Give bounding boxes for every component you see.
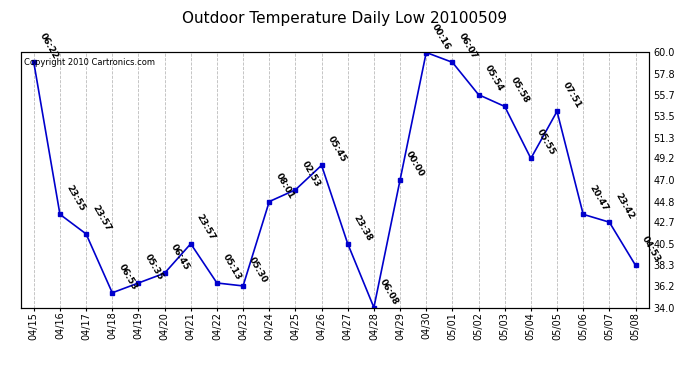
Text: 00:00: 00:00	[404, 150, 426, 178]
Text: 06:08: 06:08	[378, 277, 400, 306]
Text: 05:54: 05:54	[483, 64, 505, 93]
Text: 05:35: 05:35	[143, 252, 165, 282]
Text: 23:38: 23:38	[352, 213, 374, 242]
Text: 23:42: 23:42	[613, 191, 635, 221]
Text: Copyright 2010 Cartronics.com: Copyright 2010 Cartronics.com	[24, 58, 155, 67]
Text: 05:58: 05:58	[509, 76, 531, 105]
Text: 02:53: 02:53	[299, 159, 322, 188]
Text: 23:55: 23:55	[64, 184, 86, 213]
Text: 06:53: 06:53	[117, 262, 139, 291]
Text: 20:47: 20:47	[587, 183, 609, 213]
Text: 00:16: 00:16	[431, 22, 453, 51]
Text: 23:57: 23:57	[195, 213, 217, 242]
Text: 05:30: 05:30	[247, 255, 269, 285]
Text: 06:07: 06:07	[457, 32, 479, 61]
Text: 04:53: 04:53	[640, 235, 662, 264]
Text: Outdoor Temperature Daily Low 20100509: Outdoor Temperature Daily Low 20100509	[182, 11, 508, 26]
Text: 05:13: 05:13	[221, 252, 243, 282]
Text: 07:51: 07:51	[561, 81, 583, 110]
Text: 05:55: 05:55	[535, 128, 557, 157]
Text: 23:57: 23:57	[90, 203, 112, 232]
Text: 06:22: 06:22	[38, 32, 60, 61]
Text: 06:45: 06:45	[169, 243, 191, 272]
Text: 08:01: 08:01	[273, 171, 295, 200]
Text: 05:45: 05:45	[326, 135, 348, 164]
